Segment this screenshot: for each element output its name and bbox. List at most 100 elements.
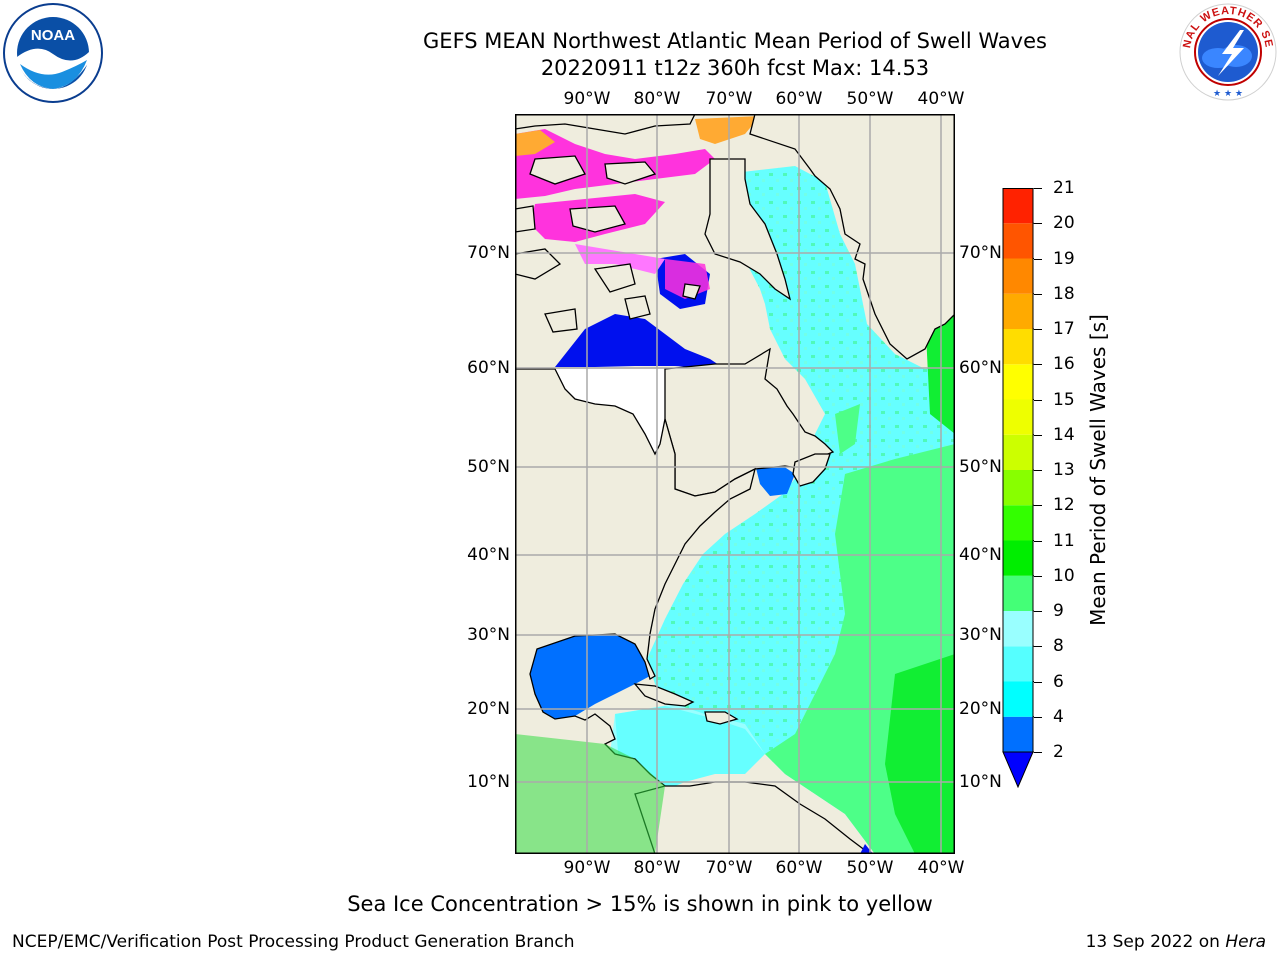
nws-logo: NATIONAL WEATHER SERVICE ★ ★ ★ [1173,0,1278,102]
colorbar-tick-mark [1034,434,1042,436]
colorbar-tick-mark [1034,752,1042,753]
colorbar-tick-label: 9 [1053,601,1064,621]
colorbar-segment [1003,434,1033,470]
ocean-green-north [835,404,860,454]
ocean-dgreen-patch [885,654,955,854]
colorbar-tick-mark [1034,505,1042,507]
land-cuba [633,683,695,707]
colorbar-tick-mark [1034,716,1042,718]
footer-date-text: 13 Sep 2022 on [1085,932,1226,952]
colorbar-segment [1003,681,1033,717]
map-panel [515,114,955,854]
lon-label-top: 60°W [775,89,823,109]
colorbar-extend-min [1002,751,1034,789]
colorbar-title: Mean Period of Swell Waves [s] [1086,314,1110,626]
colorbar-segment [1003,611,1033,647]
lon-label-top: 80°W [633,89,681,109]
lat-label-right: 20°N [959,699,1002,719]
lat-label-left: 30°N [467,625,510,645]
map-title: GEFS MEAN Northwest Atlantic Mean Period… [423,29,1047,53]
lat-label-right: 60°N [959,358,1002,378]
colorbar-segment [1003,540,1033,576]
noaa-logo-text: NOAA [31,27,75,44]
footer-branch: NCEP/EMC/Verification Post Processing Pr… [12,932,575,952]
colorbar-segment [1003,505,1033,541]
colorbar-tick-mark [1034,575,1042,577]
colorbar-tick-mark [1034,188,1042,189]
landmasses [515,114,955,854]
noaa-logo: NOAA [2,2,104,104]
ocean-st-lawrence [755,464,795,496]
land-greenland [749,114,955,360]
lat-label-left: 60°N [467,358,510,378]
colorbar-tick-label: 4 [1053,706,1064,727]
lat-label-left: 70°N [467,243,510,263]
colorbar-segment [1003,575,1033,611]
lon-label-top: 70°W [705,89,753,109]
sea-ice-note: Sea Ice Concentration > 15% is shown in … [347,892,933,916]
colorbar-tick-mark [1034,329,1042,330]
lat-label-left: 20°N [467,699,510,719]
lon-label-bottom: 70°W [705,858,753,878]
land-arctic-islands [515,114,696,135]
lon-label-bottom: 40°W [917,858,965,878]
colorbar-tick-label: 13 [1053,460,1075,480]
colorbar-segment [1003,470,1033,506]
colorbar-segment [1003,364,1033,400]
colorbar-tick-label: 11 [1053,530,1075,551]
colorbar-tick-mark [1034,470,1042,471]
lon-label-top: 40°W [917,89,965,109]
colorbar-tick-label: 16 [1053,354,1075,375]
colorbar-tick-mark [1034,540,1042,542]
colorbar-segment [1003,646,1033,682]
colorbar-tick-label: 17 [1053,319,1075,339]
graticule [515,114,955,854]
colorbar-segment [1003,188,1033,224]
land-baffin [704,158,792,301]
colorbar-tick-label: 6 [1053,671,1064,692]
colorbar-tick-label: 20 [1053,213,1075,234]
colorbar-tick-mark [1034,258,1042,260]
colorbar-tick-mark [1034,646,1042,648]
lon-label-bottom: 80°W [633,858,681,878]
colorbar-tick-label: 12 [1053,495,1075,516]
ocean-caribbean-sea [615,706,765,794]
colorbar-svg [1002,187,1034,789]
lon-label-top: 90°W [563,89,611,109]
lat-label-left: 40°N [467,545,510,565]
lat-label-right: 30°N [959,625,1002,645]
lon-label-bottom: 90°W [563,858,611,878]
colorbar-segment [1003,258,1033,294]
lat-label-right: 50°N [959,457,1002,477]
lat-label-left: 10°N [467,772,510,792]
ocean-hudson-bay [555,314,725,369]
colorbar-tick-label: 10 [1053,565,1075,586]
colorbar-tick-label: 8 [1053,636,1064,657]
map-subtitle: 20220911 t12z 360h fcst Max: 14.53 [540,56,930,80]
ocean-gulf-of-mexico [530,634,650,719]
colorbar-segment [1003,329,1033,365]
lon-label-bottom: 60°W [775,858,823,878]
colorbar-tick-label: 21 [1053,178,1075,198]
colorbar-tick-mark [1034,293,1042,295]
lat-label-right: 40°N [959,545,1002,565]
colorbar-tick-mark [1034,223,1042,225]
colorbar-tick-mark [1034,611,1042,612]
colorbar-segment [1003,399,1033,435]
colorbar-tick-mark [1034,681,1042,683]
colorbar-tick-label: 2 [1053,742,1064,762]
lat-label-right: 70°N [959,243,1002,263]
map-frame [515,114,955,854]
lon-label-top: 50°W [846,89,894,109]
land-newfoundland [792,453,831,487]
colorbar [1002,187,1034,789]
footer-machine: Hera [1225,932,1266,952]
colorbar-tick-mark [1034,399,1042,401]
colorbar-tick-label: 18 [1053,283,1075,304]
svg-text:★ ★ ★: ★ ★ ★ [1213,89,1243,99]
land-tint-south [515,734,665,854]
footer-date: 13 Sep 2022 on Hera [1086,932,1266,952]
map-svg [515,114,955,854]
colorbar-tick-label: 19 [1053,248,1075,269]
colorbar-tick-label: 14 [1053,424,1075,445]
